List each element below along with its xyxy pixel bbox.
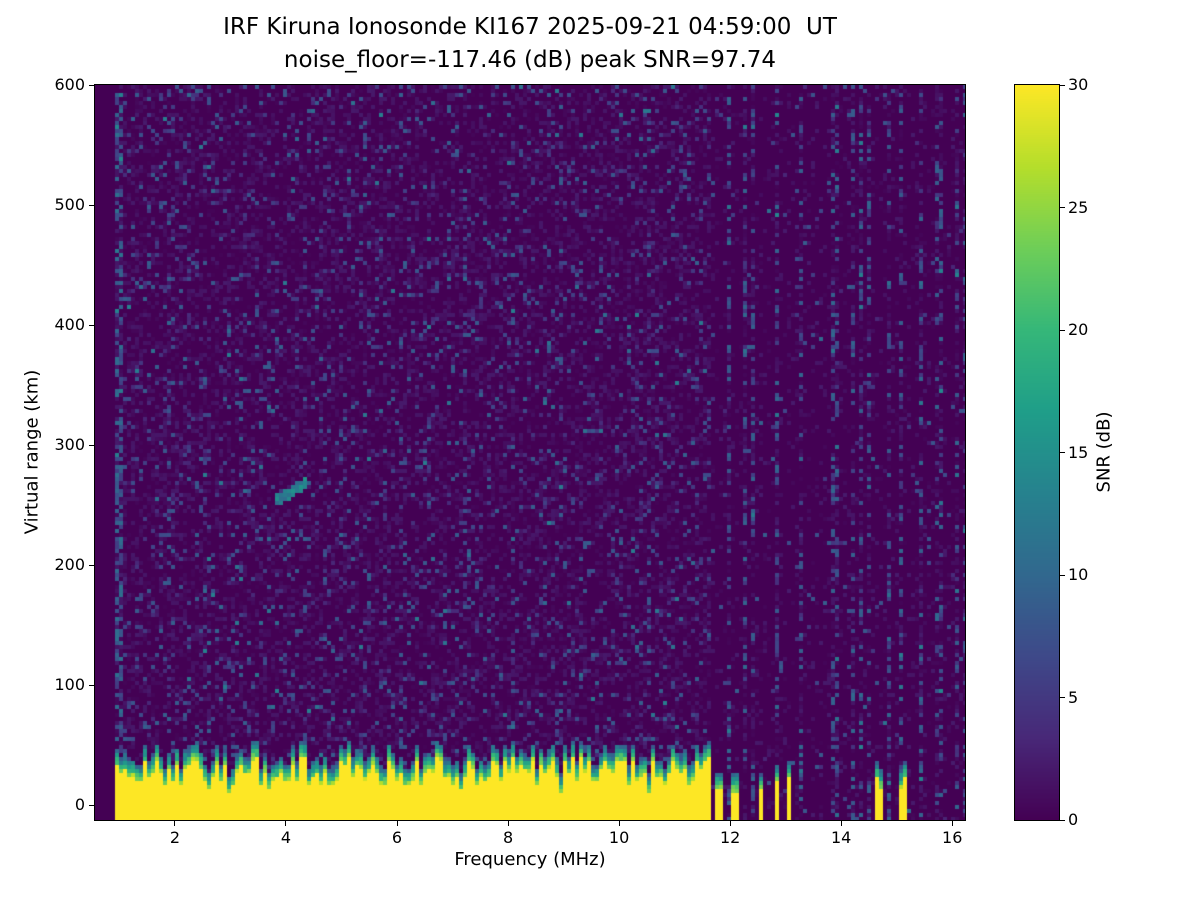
chart-title: IRF Kiruna Ionosonde KI167 2025-09-21 04…	[223, 14, 837, 40]
chart-subtitle: noise_floor=-117.46 (dB) peak SNR=97.74	[283, 47, 777, 73]
y-tick-mark	[89, 204, 94, 206]
x-tick-mark	[729, 821, 731, 826]
colorbar-tick-label: 15	[1068, 442, 1089, 462]
colorbar-tick-mark	[1060, 574, 1065, 576]
y-tick-mark	[89, 84, 94, 86]
colorbar-tick-mark	[1060, 452, 1065, 453]
y-tick-mark	[89, 324, 94, 326]
y-tick-label: 100	[54, 675, 85, 694]
x-tick-mark	[174, 821, 176, 826]
ionogram-heatmap	[94, 84, 966, 821]
colorbar-tick-label: 0	[1068, 810, 1079, 829]
x-tick-label: 8	[502, 828, 514, 847]
x-tick-label: 4	[280, 828, 292, 847]
x-tick-mark	[507, 821, 509, 826]
colorbar-tick-mark	[1060, 819, 1065, 821]
x-axis-label: Frequency (MHz)	[454, 849, 606, 870]
y-tick-label: 600	[54, 75, 85, 94]
x-tick-mark	[285, 821, 287, 826]
y-tick-label: 0	[74, 795, 85, 814]
y-tick-mark	[89, 804, 94, 806]
x-tick-mark	[840, 821, 842, 826]
x-tick-mark	[396, 821, 398, 826]
colorbar	[1014, 84, 1060, 821]
x-tick-label: 14	[831, 828, 852, 847]
x-tick-label: 10	[608, 828, 630, 847]
x-tick-label: 2	[169, 828, 181, 847]
x-tick-mark	[951, 821, 953, 826]
y-tick-mark	[89, 684, 94, 686]
y-tick-mark	[89, 444, 94, 446]
x-tick-label: 12	[719, 828, 741, 847]
colorbar-tick-label: 5	[1068, 687, 1079, 707]
colorbar-tick-label: 10	[1068, 565, 1089, 584]
y-tick-label: 500	[54, 195, 85, 214]
colorbar-tick-mark	[1060, 329, 1065, 331]
colorbar-tick-mark	[1060, 207, 1065, 208]
colorbar-tick-mark	[1060, 697, 1065, 698]
x-tick-mark	[618, 821, 620, 826]
y-tick-label: 400	[54, 315, 85, 334]
y-tick-label: 300	[54, 435, 85, 454]
x-tick-label: 6	[391, 828, 403, 847]
y-tick-mark	[89, 564, 94, 566]
colorbar-tick-label: 30	[1068, 75, 1089, 94]
colorbar-tick-mark	[1060, 84, 1065, 86]
colorbar-tick-label: 25	[1068, 197, 1089, 217]
x-tick-label: 16	[942, 828, 963, 847]
colorbar-tick-label: 20	[1068, 320, 1089, 339]
y-tick-label: 200	[54, 555, 85, 574]
